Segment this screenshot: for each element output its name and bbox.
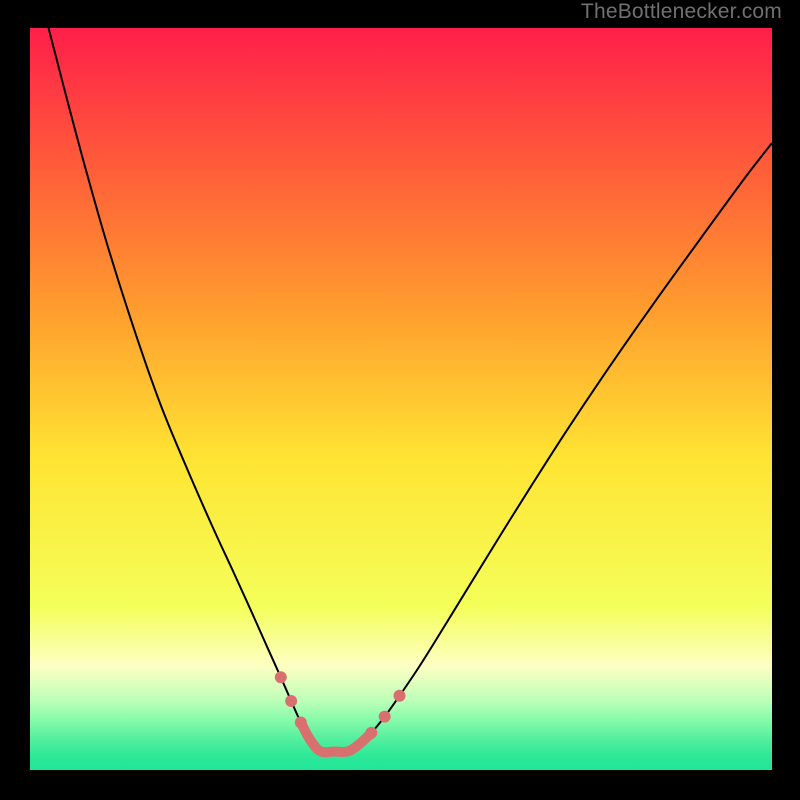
range-marker-dot — [275, 671, 287, 683]
chart-background — [30, 28, 772, 770]
range-marker-dot — [295, 717, 307, 729]
range-marker-dot — [365, 727, 377, 739]
range-marker-dot — [379, 711, 391, 723]
bottleneck-chart — [0, 0, 800, 800]
watermark-text: TheBottlenecker.com — [581, 0, 782, 24]
range-marker-dot — [285, 695, 297, 707]
range-marker-dot — [394, 690, 406, 702]
